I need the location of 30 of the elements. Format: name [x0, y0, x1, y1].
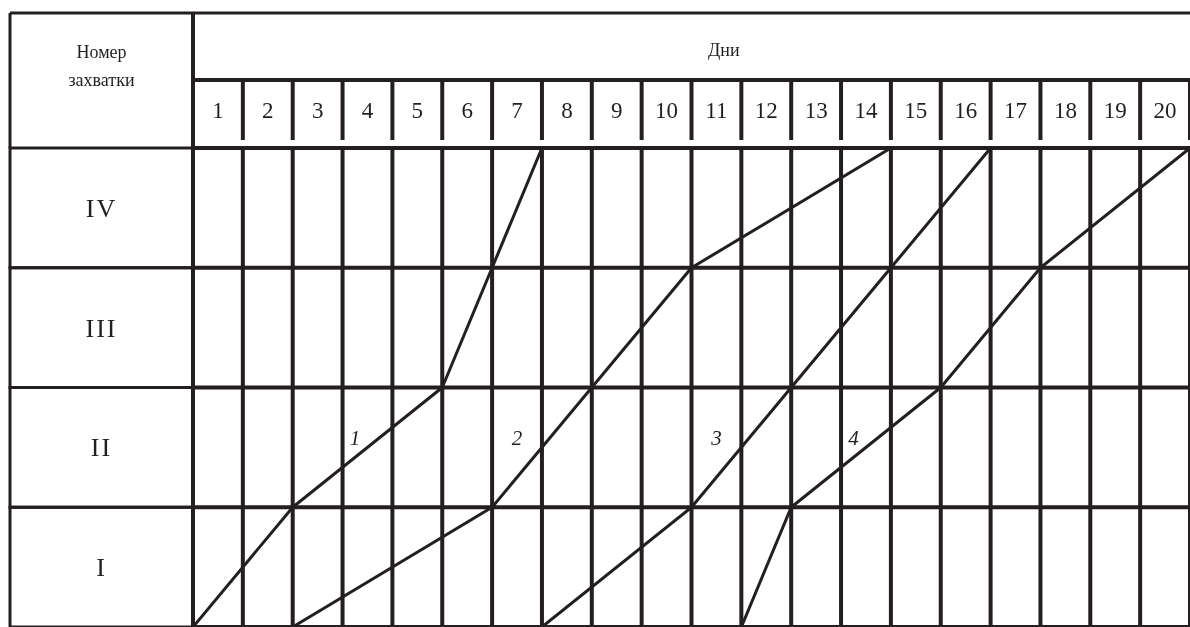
- x-tick-label: 19: [1103, 98, 1127, 123]
- x-tick-label: 10: [655, 98, 679, 123]
- series-label: 4: [848, 426, 860, 451]
- series-label: 2: [511, 426, 523, 451]
- category-label: IV: [85, 193, 118, 223]
- x-tick-label: 20: [1153, 98, 1177, 123]
- category-label: I: [96, 553, 107, 583]
- x-tick-label: 8: [561, 98, 573, 123]
- x-tick-label: 11: [705, 98, 728, 123]
- x-axis-title: Дни: [708, 40, 740, 60]
- x-tick-label: 16: [954, 98, 978, 123]
- x-tick-label: 17: [1004, 98, 1028, 123]
- x-tick-label: 2: [262, 98, 274, 123]
- x-tick-label: 14: [854, 98, 878, 123]
- x-tick-label: 3: [311, 98, 324, 123]
- x-tick-label: 18: [1053, 98, 1077, 123]
- x-tick-label: 12: [754, 98, 778, 123]
- x-tick-label: 15: [904, 98, 928, 123]
- x-tick-label: 5: [411, 98, 424, 123]
- x-tick-label: 4: [361, 98, 374, 123]
- x-tick-label: 6: [461, 98, 473, 123]
- y-axis-title: Номер захватки: [68, 42, 135, 90]
- category-label: II: [90, 433, 113, 463]
- x-tick-label: 9: [610, 98, 623, 123]
- category-label: III: [85, 313, 118, 343]
- series-label: 1: [349, 426, 361, 451]
- series-label: 3: [710, 426, 722, 451]
- x-tick-label: 7: [511, 98, 523, 123]
- x-tick-label: 13: [804, 98, 828, 123]
- x-tick-label: 1: [212, 98, 224, 123]
